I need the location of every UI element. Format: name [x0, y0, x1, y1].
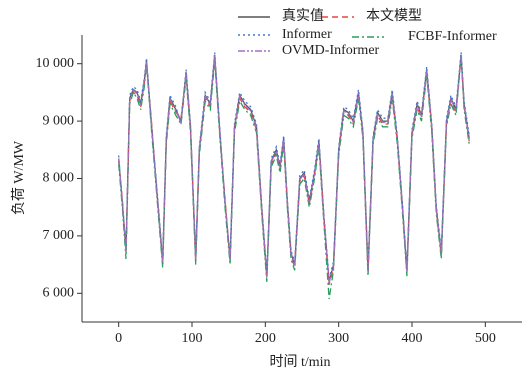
series-line — [118, 52, 470, 280]
x-tick-label: 200 — [255, 331, 276, 346]
y-tick-label: 8 000 — [43, 171, 75, 186]
legend-label: FCBF-Informer — [408, 29, 497, 44]
legend-label: Informer — [282, 27, 332, 42]
y-tick-label: 10 000 — [36, 56, 75, 71]
legend-label: OVMD-Informer — [282, 43, 380, 58]
x-tick-label: 400 — [402, 331, 423, 346]
y-tick-label: 6 000 — [43, 286, 75, 301]
x-tick-label: 0 — [115, 331, 122, 346]
y-axis-label: 负荷 W/MW — [11, 140, 27, 215]
x-tick-label: 100 — [182, 331, 203, 346]
x-tick-label: 500 — [475, 331, 496, 346]
x-tick-label: 300 — [328, 331, 349, 346]
y-tick-label: 7 000 — [43, 228, 75, 243]
legend-label: 本文模型 — [366, 8, 422, 24]
series-line — [118, 55, 470, 300]
series-line — [118, 55, 470, 282]
series-line — [118, 57, 470, 285]
x-axis-label: 时间 t/min — [269, 354, 330, 370]
series-line — [118, 56, 470, 284]
y-tick-label: 9 000 — [43, 113, 75, 128]
legend-label: 真实值 — [282, 8, 324, 24]
